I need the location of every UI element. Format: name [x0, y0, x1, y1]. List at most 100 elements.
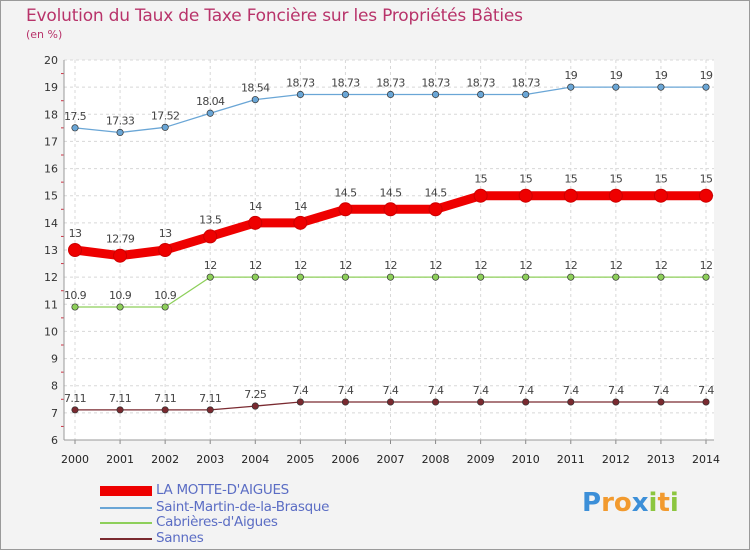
- data-label: 12: [655, 259, 668, 272]
- data-point: [341, 398, 349, 406]
- y-tick-label: 16: [44, 163, 58, 176]
- brand-letter: i: [648, 488, 658, 518]
- y-tick-label: 10: [44, 325, 58, 338]
- data-label: 14.5: [425, 186, 448, 199]
- x-tick-label: 2002: [151, 453, 179, 466]
- brand-letter: i: [669, 488, 679, 518]
- data-point: [71, 124, 79, 132]
- data-point: [341, 273, 349, 281]
- data-point: [161, 303, 169, 311]
- brand-letter: r: [601, 488, 614, 518]
- x-tick-label: 2003: [196, 453, 224, 466]
- data-label: 17.52: [151, 109, 180, 122]
- data-label: 15: [655, 173, 668, 186]
- data-point: [567, 398, 575, 406]
- data-label: 18.04: [196, 95, 225, 108]
- data-point: [612, 83, 620, 91]
- data-point: [116, 406, 124, 414]
- data-point: [386, 90, 395, 99]
- data-label: 15: [564, 173, 577, 186]
- data-label: 7.4: [563, 384, 579, 397]
- data-point: [702, 273, 710, 281]
- data-point: [612, 273, 620, 281]
- data-label: 14.5: [334, 186, 357, 199]
- data-point: [248, 215, 263, 230]
- data-point: [206, 273, 214, 281]
- data-label: 18.73: [421, 76, 450, 89]
- data-label: 19: [655, 69, 668, 82]
- data-point: [432, 273, 440, 281]
- data-label: 18.73: [331, 76, 360, 89]
- data-label: 19: [564, 69, 577, 82]
- data-label: 13.5: [199, 213, 222, 226]
- data-label: 12: [204, 259, 217, 272]
- data-label: 7.4: [473, 384, 489, 397]
- data-label: 7.4: [653, 384, 669, 397]
- data-label: 18.73: [286, 76, 315, 89]
- data-label: 12: [339, 259, 352, 272]
- x-tick-label: 2012: [602, 453, 630, 466]
- data-label: 7.4: [698, 384, 714, 397]
- y-tick-label: 13: [44, 244, 58, 257]
- x-tick-label: 2006: [331, 453, 359, 466]
- y-tick-label: 9: [51, 353, 58, 366]
- data-label: 14: [294, 200, 307, 213]
- data-label: 12: [294, 259, 307, 272]
- data-point: [428, 202, 443, 217]
- y-tick-label: 18: [44, 108, 58, 121]
- data-point: [477, 273, 485, 281]
- x-tick-label: 2001: [106, 453, 134, 466]
- data-label: 18.54: [241, 82, 270, 95]
- x-tick-label: 2004: [241, 453, 269, 466]
- data-point: [251, 96, 259, 104]
- legend-swatch: [100, 507, 152, 509]
- data-point: [296, 398, 304, 406]
- data-point: [341, 90, 349, 99]
- data-point: [296, 90, 304, 99]
- brand-letter: x: [631, 488, 649, 518]
- y-tick-label: 11: [44, 298, 58, 311]
- data-label: 18.73: [376, 76, 405, 89]
- data-point: [563, 188, 578, 203]
- data-label: 14: [249, 200, 262, 213]
- data-label: 12: [609, 259, 622, 272]
- data-point: [522, 90, 530, 99]
- legend-item: Cabrières-d'Aigues: [100, 514, 400, 531]
- data-point: [432, 90, 440, 99]
- data-label: 7.25: [244, 388, 267, 401]
- data-label: 17.5: [64, 110, 87, 123]
- data-point: [206, 406, 214, 414]
- legend-swatch: [100, 538, 152, 540]
- legend-swatch: [100, 486, 152, 496]
- data-point: [116, 303, 124, 311]
- y-tick-label: 7: [51, 407, 58, 420]
- data-point: [206, 109, 214, 117]
- y-tick-label: 8: [51, 380, 58, 393]
- data-point: [251, 402, 259, 410]
- data-point: [567, 83, 575, 91]
- data-point: [477, 398, 485, 406]
- legend-label: Saint-Martin-de-la-Brasque: [156, 499, 330, 515]
- data-point: [161, 406, 169, 414]
- data-point: [702, 83, 710, 91]
- data-label: 18.73: [511, 76, 540, 89]
- data-point: [116, 128, 124, 137]
- legend-item: LA MOTTE-D'AIGUES: [100, 482, 400, 499]
- data-point: [567, 273, 575, 281]
- data-label: 12.79: [106, 233, 135, 246]
- data-label: 7.11: [199, 392, 221, 405]
- data-point: [386, 398, 395, 406]
- y-tick-label: 12: [44, 271, 58, 284]
- brand-letter: o: [613, 488, 632, 518]
- data-label: 12: [429, 259, 442, 272]
- brand-letter: t: [657, 488, 670, 518]
- x-tick-label: 2008: [422, 453, 450, 466]
- data-label: 13: [159, 227, 172, 240]
- data-label: 12: [384, 259, 397, 272]
- legend-item: Sannes: [100, 530, 400, 547]
- data-label: 10.9: [64, 289, 87, 302]
- x-tick-label: 2005: [286, 453, 314, 466]
- data-point: [113, 248, 128, 263]
- data-point: [522, 273, 530, 281]
- x-tick-label: 2000: [61, 453, 89, 466]
